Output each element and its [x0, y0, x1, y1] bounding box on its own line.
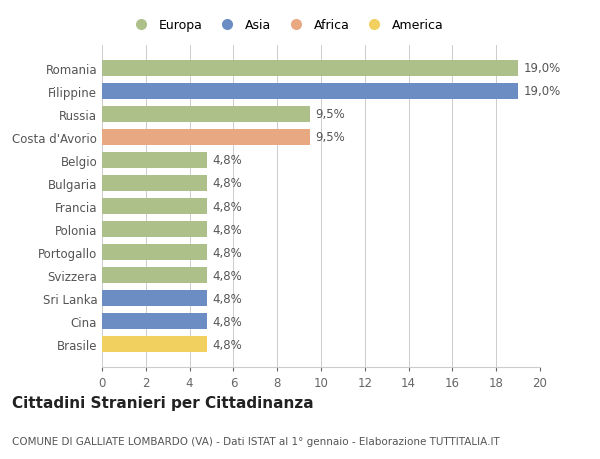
Text: 9,5%: 9,5% [316, 108, 345, 121]
Text: 19,0%: 19,0% [524, 62, 561, 75]
Bar [102, 267, 207, 284]
Bar [102, 61, 518, 77]
Text: 4,8%: 4,8% [212, 315, 242, 328]
Text: 4,8%: 4,8% [212, 154, 242, 167]
Bar [102, 129, 310, 146]
Text: 4,8%: 4,8% [212, 292, 242, 305]
Text: 4,8%: 4,8% [212, 177, 242, 190]
Bar [102, 244, 207, 261]
Bar [102, 106, 310, 123]
Legend: Europa, Asia, Africa, America: Europa, Asia, Africa, America [126, 17, 446, 35]
Bar [102, 198, 207, 215]
Bar [102, 313, 207, 330]
Bar [102, 175, 207, 192]
Text: 4,8%: 4,8% [212, 200, 242, 213]
Text: COMUNE DI GALLIATE LOMBARDO (VA) - Dati ISTAT al 1° gennaio - Elaborazione TUTTI: COMUNE DI GALLIATE LOMBARDO (VA) - Dati … [12, 436, 500, 446]
Bar [102, 221, 207, 238]
Bar [102, 290, 207, 307]
Text: 4,8%: 4,8% [212, 338, 242, 351]
Bar [102, 152, 207, 169]
Bar [102, 336, 207, 353]
Text: 4,8%: 4,8% [212, 269, 242, 282]
Text: Cittadini Stranieri per Cittadinanza: Cittadini Stranieri per Cittadinanza [12, 395, 314, 410]
Bar [102, 84, 518, 100]
Text: 9,5%: 9,5% [316, 131, 345, 144]
Text: 4,8%: 4,8% [212, 223, 242, 236]
Text: 4,8%: 4,8% [212, 246, 242, 259]
Text: 19,0%: 19,0% [524, 85, 561, 98]
